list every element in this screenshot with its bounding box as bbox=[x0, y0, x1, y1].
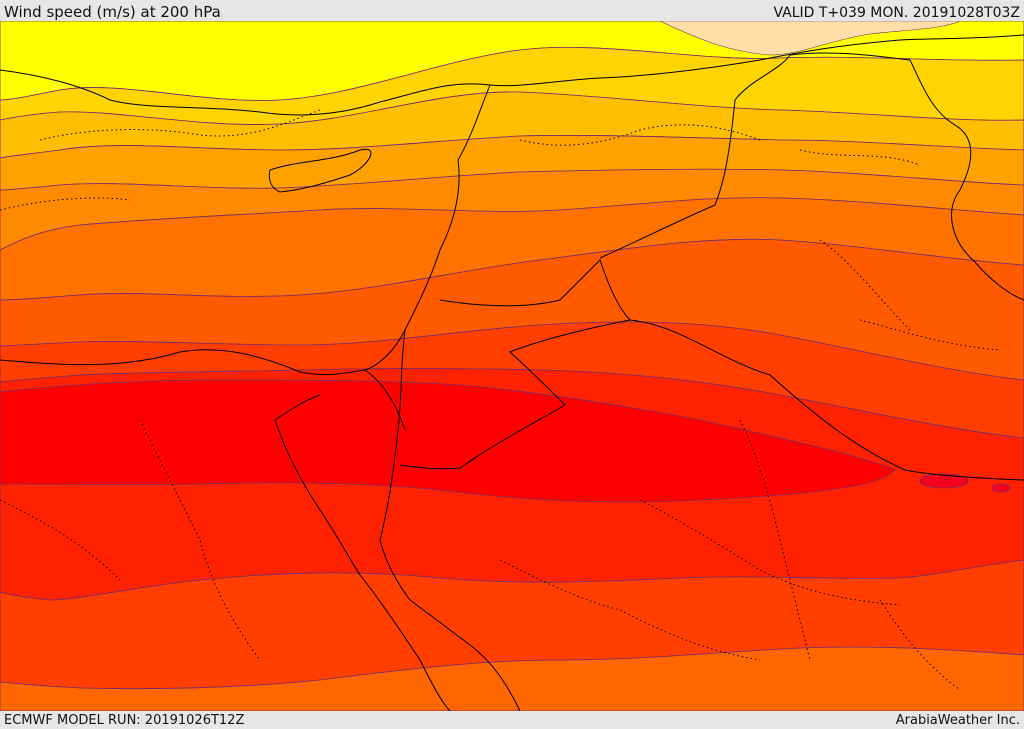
border-jordan bbox=[399, 259, 632, 470]
band-lower-orange bbox=[0, 646, 1024, 711]
coastline-levant bbox=[364, 84, 491, 371]
wind-speed-map bbox=[0, 21, 1024, 711]
band-red-2 bbox=[0, 379, 896, 503]
coastline-sinai bbox=[274, 369, 406, 431]
borders bbox=[0, 34, 1024, 711]
band-lightest bbox=[659, 21, 961, 56]
border-saudi bbox=[629, 319, 1024, 481]
map-header: Wind speed (m/s) at 200 hPa VALID T+039 … bbox=[0, 0, 1024, 21]
valid-time-label: VALID T+039 MON. 20191028T03Z bbox=[773, 5, 1020, 21]
coastline-redsea bbox=[409, 599, 521, 711]
map-title: Wind speed (m/s) at 200 hPa bbox=[4, 3, 221, 21]
model-run-label: ECMWF MODEL RUN: 20191026T12Z bbox=[4, 713, 245, 728]
border-iraq bbox=[599, 52, 1024, 301]
gulf-suez bbox=[274, 419, 451, 711]
gulf-aqaba bbox=[379, 329, 411, 601]
credit-label: ArabiaWeather Inc. bbox=[895, 713, 1020, 728]
map-footer: ECMWF MODEL RUN: 20191026T12Z ArabiaWeat… bbox=[0, 711, 1024, 729]
wind-speed-field bbox=[0, 21, 1024, 711]
core-east-2 bbox=[991, 483, 1011, 493]
core-east-1 bbox=[919, 473, 969, 489]
coastline-turkey bbox=[0, 34, 1024, 116]
coastline-egypt bbox=[0, 349, 366, 376]
province-borders bbox=[0, 109, 1001, 691]
cyprus bbox=[268, 148, 372, 193]
